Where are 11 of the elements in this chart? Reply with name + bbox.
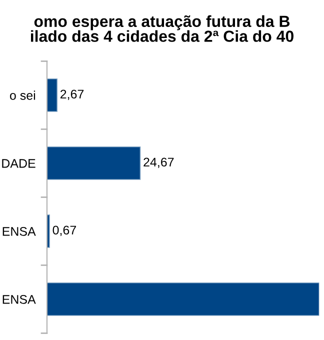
- y-tick-label: ENSA: [2, 295, 36, 304]
- bar: [46, 146, 141, 180]
- y-tick-label: o sei: [10, 90, 36, 100]
- y-tick-label: ENSA: [2, 227, 36, 236]
- y-tick-label: DADE: [2, 159, 36, 168]
- chart-title: omo espera a atuação futura da B ilado das 4 cidades da 2ª Cia do 40: [31, 15, 294, 42]
- data-label: 2,67: [60, 90, 84, 100]
- data-label: 24,67: [144, 158, 174, 168]
- data-label: 0,67: [52, 226, 76, 236]
- bar: [46, 282, 320, 316]
- bar: [46, 78, 58, 112]
